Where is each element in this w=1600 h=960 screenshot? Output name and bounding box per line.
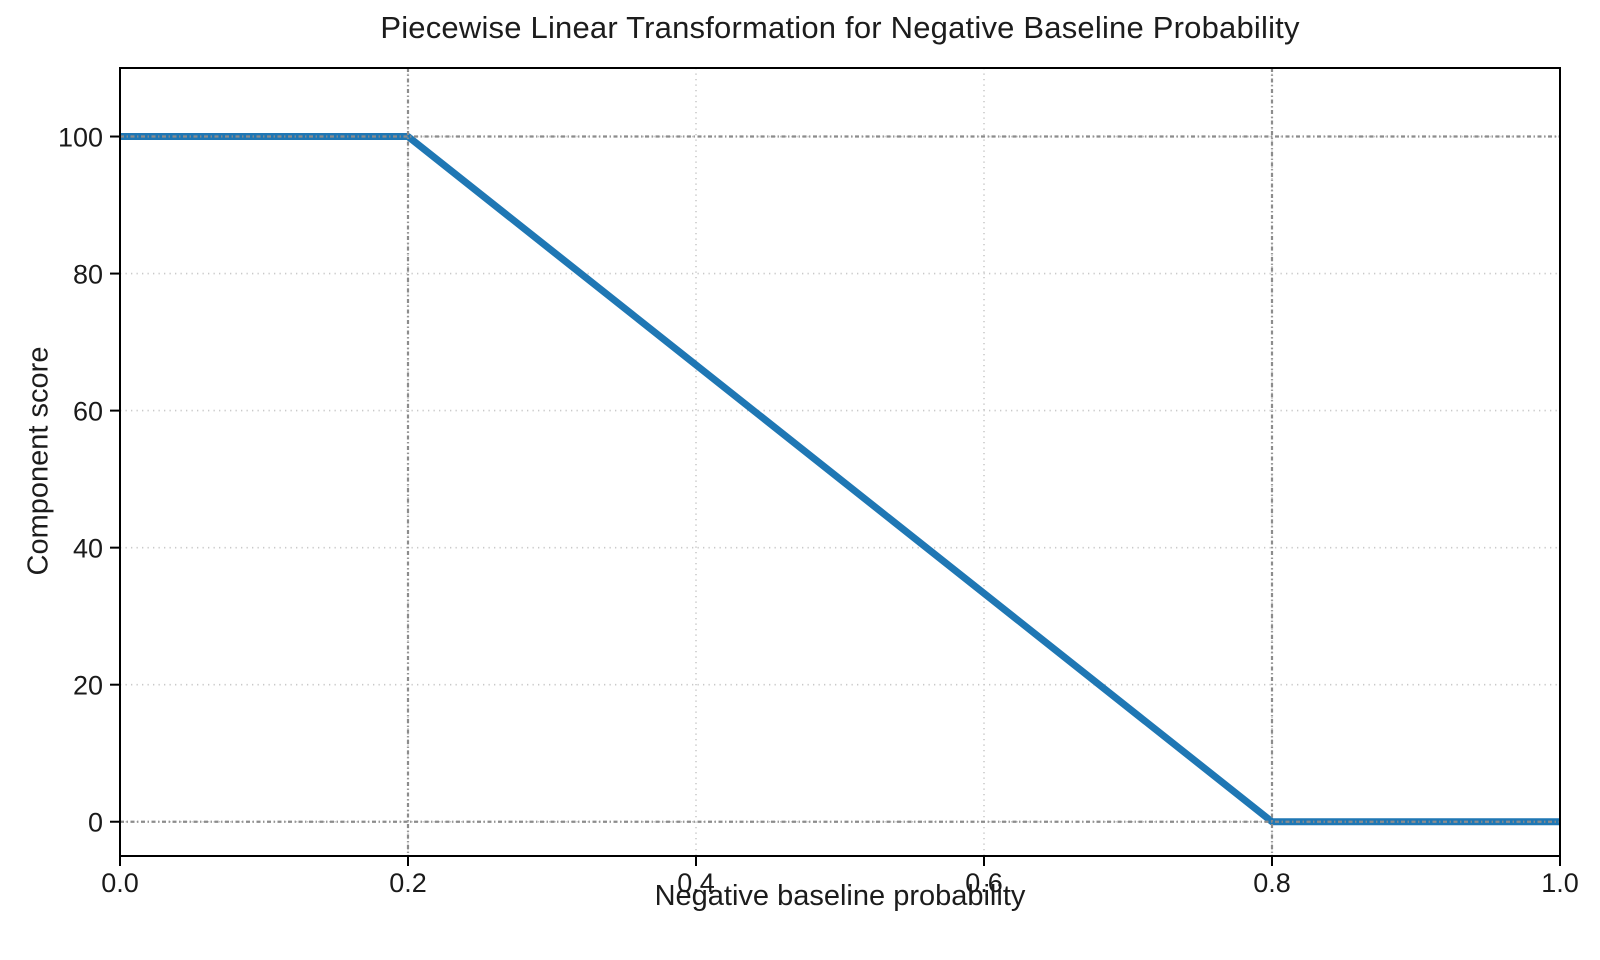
y-tick-label: 20: [73, 671, 103, 701]
y-tick-label: 80: [73, 260, 103, 290]
y-tick-label: 100: [58, 123, 103, 153]
y-axis-label: Component score: [22, 346, 55, 576]
y-tick-label: 60: [73, 397, 103, 427]
y-tick-label: 40: [73, 534, 103, 564]
series-line: [120, 133, 1560, 826]
y-tick-label: 0: [88, 808, 103, 838]
x-tick-label: 0.4: [677, 868, 715, 898]
x-tick-label: 1.0: [1541, 868, 1579, 898]
x-tick-label: 0.8: [1253, 868, 1291, 898]
x-axis-label: Negative baseline probability: [654, 880, 1026, 912]
x-tick-label: 0.0: [101, 868, 139, 898]
plot-border: [119, 67, 1561, 857]
x-tick-label: 0.6: [965, 868, 1003, 898]
x-tick-label: 0.2: [389, 868, 427, 898]
chart-title: Piecewise Linear Transformation for Nega…: [380, 10, 1300, 45]
